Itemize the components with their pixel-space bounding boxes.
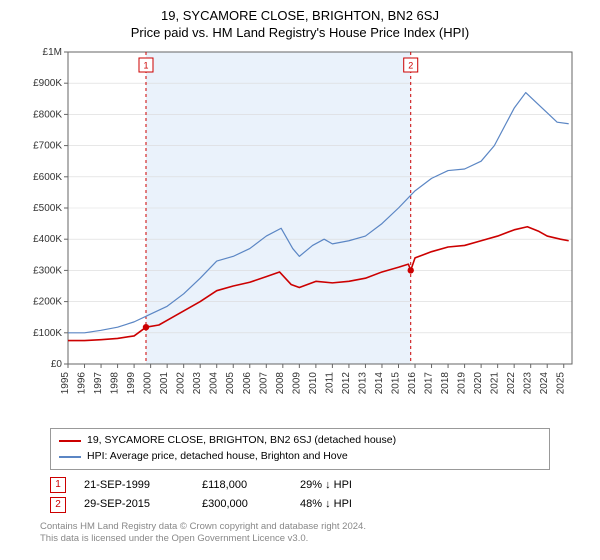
svg-text:2022: 2022: [506, 372, 517, 395]
copyright-line1: Contains HM Land Registry data © Crown c…: [40, 521, 560, 533]
svg-text:2019: 2019: [457, 372, 468, 395]
svg-text:2014: 2014: [374, 372, 385, 395]
svg-text:2025: 2025: [556, 372, 567, 395]
svg-text:2020: 2020: [473, 372, 484, 395]
svg-text:2001: 2001: [159, 372, 170, 395]
svg-text:2016: 2016: [407, 372, 418, 395]
svg-text:2008: 2008: [275, 372, 286, 395]
sale-events: 1 21-SEP-1999 £118,000 29% ↓ HPI 2 29-SEP-201…: [50, 476, 550, 516]
svg-text:2007: 2007: [258, 372, 269, 395]
svg-text:2006: 2006: [242, 372, 253, 395]
svg-text:2017: 2017: [424, 372, 435, 395]
svg-text:2012: 2012: [341, 372, 352, 395]
copyright-line2: This data is licensed under the Open Gov…: [40, 533, 560, 545]
svg-text:1996: 1996: [77, 372, 88, 395]
event-number-box: 1: [50, 477, 66, 493]
legend-label: HPI: Average price, detached house, Brig…: [87, 449, 348, 465]
event-delta: 29% ↓ HPI: [300, 476, 400, 496]
event-delta: 48% ↓ HPI: [300, 495, 400, 515]
svg-text:£500K: £500K: [33, 203, 62, 214]
svg-text:2003: 2003: [192, 372, 203, 395]
svg-text:2013: 2013: [357, 372, 368, 395]
svg-text:1: 1: [143, 61, 148, 71]
svg-text:1995: 1995: [60, 372, 71, 395]
svg-text:£700K: £700K: [33, 141, 62, 152]
legend: 19, SYCAMORE CLOSE, BRIGHTON, BN2 6SJ (d…: [50, 428, 550, 470]
svg-text:£600K: £600K: [33, 172, 62, 183]
svg-text:1999: 1999: [126, 372, 137, 395]
svg-text:2005: 2005: [225, 372, 236, 395]
svg-text:£800K: £800K: [33, 109, 62, 120]
svg-text:2009: 2009: [291, 372, 302, 395]
svg-text:2002: 2002: [176, 372, 187, 395]
svg-text:£400K: £400K: [33, 234, 62, 245]
svg-text:£100K: £100K: [33, 328, 62, 339]
svg-text:2000: 2000: [143, 372, 154, 395]
svg-text:2011: 2011: [324, 372, 335, 394]
sale-event-row: 1 21-SEP-1999 £118,000 29% ↓ HPI: [50, 476, 550, 496]
svg-text:2023: 2023: [523, 372, 534, 395]
sale-event-row: 2 29-SEP-2015 £300,000 48% ↓ HPI: [50, 495, 550, 515]
svg-text:£0: £0: [51, 359, 63, 370]
legend-swatch: [59, 456, 81, 458]
event-number-box: 2: [50, 497, 66, 513]
svg-text:1997: 1997: [93, 372, 104, 395]
svg-text:£300K: £300K: [33, 265, 62, 276]
svg-text:2004: 2004: [209, 372, 220, 395]
svg-text:2015: 2015: [390, 372, 401, 395]
svg-text:£1M: £1M: [43, 47, 62, 58]
event-date: 29-SEP-2015: [84, 495, 184, 515]
event-price: £118,000: [202, 476, 282, 496]
copyright-notice: Contains HM Land Registry data © Crown c…: [40, 521, 560, 546]
page-title-address: 19, SYCAMORE CLOSE, BRIGHTON, BN2 6SJ: [161, 8, 439, 23]
legend-item: 19, SYCAMORE CLOSE, BRIGHTON, BN2 6SJ (d…: [59, 433, 541, 449]
page-title-sub: Price paid vs. HM Land Registry's House …: [131, 25, 469, 40]
svg-text:£200K: £200K: [33, 297, 62, 308]
svg-text:2010: 2010: [308, 372, 319, 395]
event-price: £300,000: [202, 495, 282, 515]
legend-swatch: [59, 440, 81, 442]
svg-text:1998: 1998: [110, 372, 121, 395]
svg-text:2021: 2021: [490, 372, 501, 395]
legend-item: HPI: Average price, detached house, Brig…: [59, 449, 541, 465]
svg-text:2: 2: [408, 61, 413, 71]
svg-text:2018: 2018: [440, 372, 451, 395]
price-chart: £0 £100K £200K £300K £400K £500K £600K £700K £80…: [20, 44, 580, 424]
svg-text:£900K: £900K: [33, 78, 62, 89]
legend-label: 19, SYCAMORE CLOSE, BRIGHTON, BN2 6SJ (d…: [87, 433, 396, 449]
event-date: 21-SEP-1999: [84, 476, 184, 496]
svg-text:2024: 2024: [539, 372, 550, 395]
